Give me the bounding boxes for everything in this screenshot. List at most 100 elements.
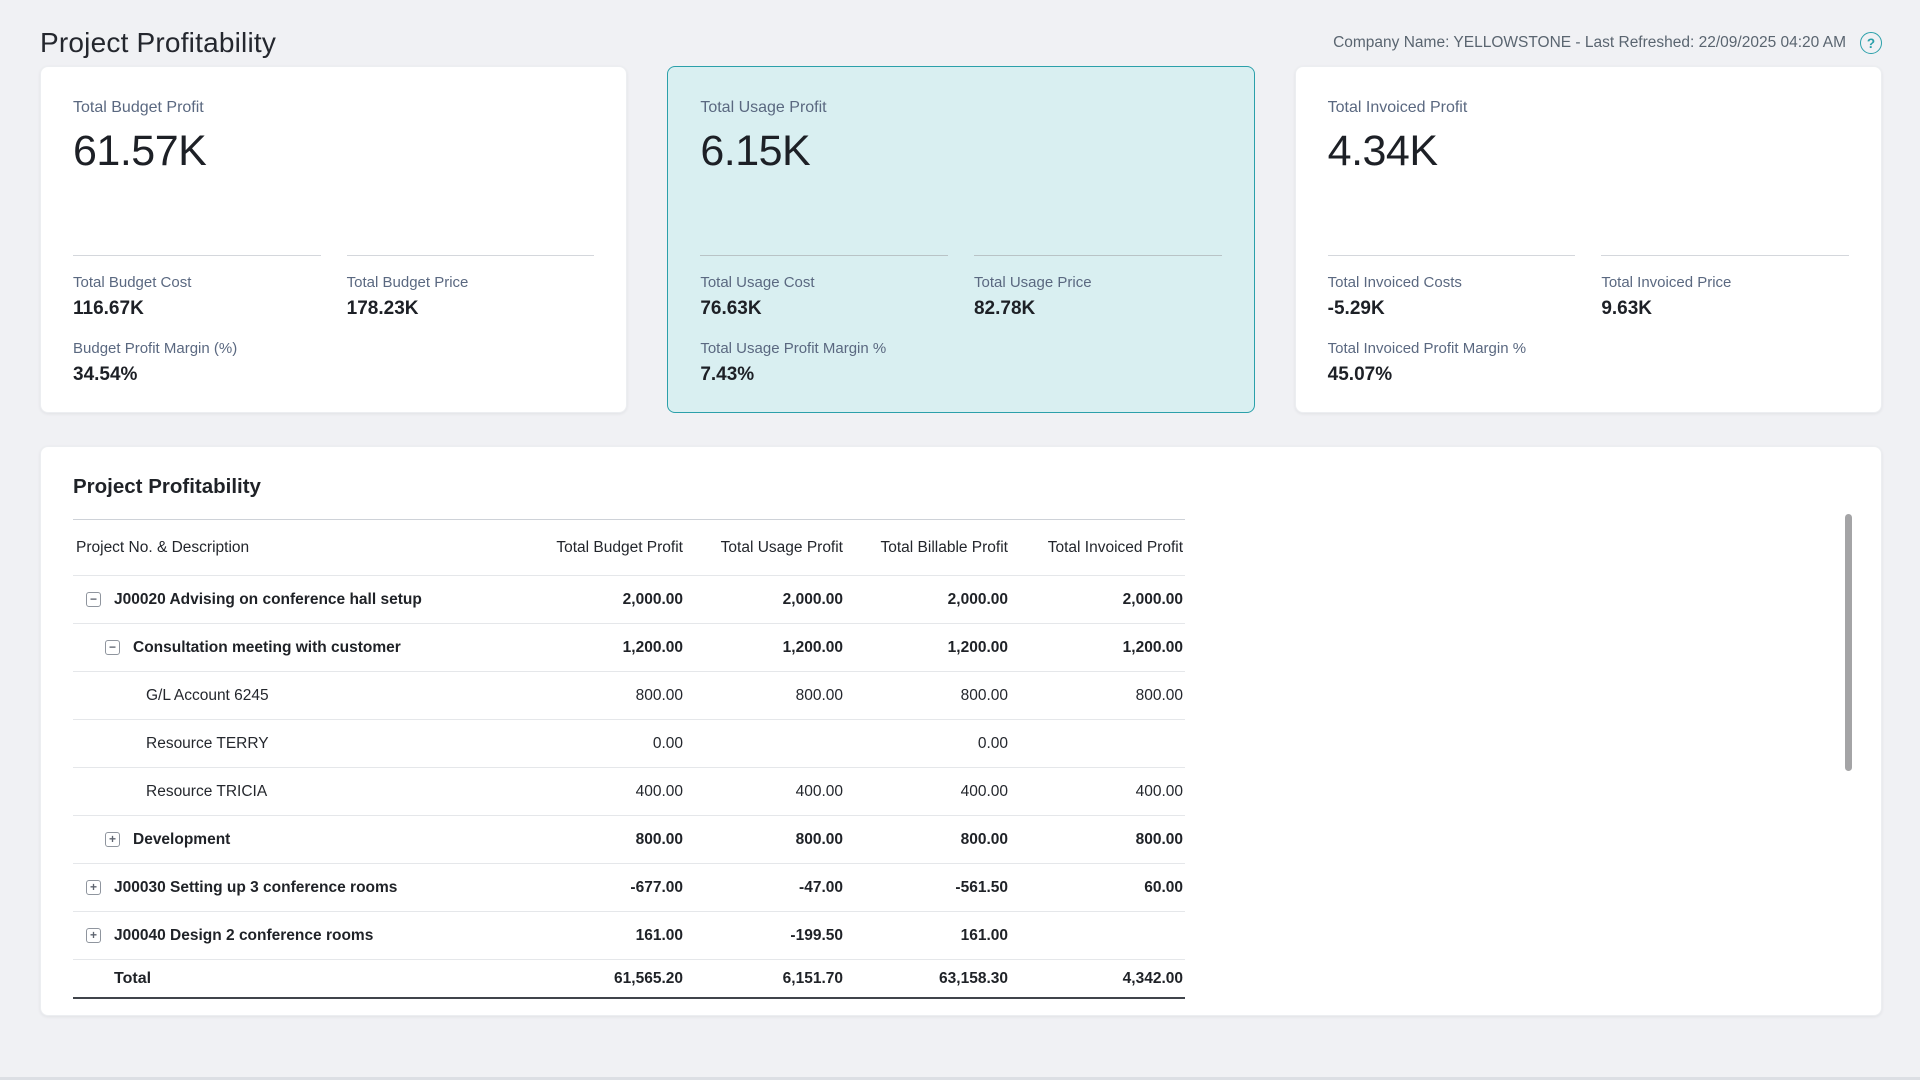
- kpi-sub-metrics: Total Budget Cost 116.67K Total Budget P…: [73, 255, 595, 386]
- sub-metric: Total Budget Price 178.23K: [346, 255, 595, 320]
- collapse-icon[interactable]: −: [105, 640, 120, 655]
- row-value: 800.00: [635, 686, 683, 704]
- table-row: + J00040 Design 2 conference rooms 161.0…: [73, 911, 1185, 959]
- expand-icon[interactable]: +: [105, 832, 120, 847]
- company-meta: Company Name: YELLOWSTONE - Last Refresh…: [1333, 34, 1846, 51]
- column-header[interactable]: Total Budget Profit: [556, 538, 683, 556]
- margin-metric-label: Budget Profit Margin (%): [73, 340, 238, 357]
- kpi-value: 6.15K: [700, 127, 811, 175]
- row-value: 1,200.00: [947, 638, 1008, 656]
- table-header-row: Project No. & Description Total Budget P…: [73, 519, 1185, 575]
- column-header[interactable]: Total Invoiced Profit: [1047, 538, 1183, 556]
- project-profitability-panel: Project Profitability Project No. & Desc…: [40, 446, 1882, 1016]
- row-value: 800.00: [795, 830, 843, 848]
- table-row: G/L Account 6245 800.00 800.00 800.00 80…: [73, 671, 1185, 719]
- row-label: J00040 Design 2 conference rooms: [114, 926, 374, 944]
- table-title: Project Profitability: [73, 475, 261, 498]
- row-value: 400.00: [795, 782, 843, 800]
- row-value: 800.00: [1135, 830, 1183, 848]
- sub-metric: Total Invoiced Price 9.63K: [1601, 255, 1849, 320]
- kpi-card-invoiced-profit[interactable]: Total Invoiced Profit 4.34K Total Invoic…: [1294, 66, 1882, 413]
- table-total-row: Total 61,565.20 6,151.70 63,158.30 4,342…: [73, 959, 1185, 999]
- page: Project Profitability Company Name: YELL…: [40, 0, 1882, 1016]
- total-value: 4,342.00: [1122, 969, 1183, 987]
- row-label: Resource TERRY: [146, 734, 269, 752]
- row-value: 0.00: [977, 734, 1008, 752]
- total-label: Total: [114, 969, 152, 987]
- row-label: G/L Account 6245: [146, 686, 269, 704]
- sub-metric: Total Usage Cost 76.63K: [700, 255, 948, 320]
- row-value: 400.00: [635, 782, 683, 800]
- row-value: 800.00: [795, 686, 843, 704]
- expand-icon[interactable]: +: [86, 880, 101, 895]
- column-header[interactable]: Total Billable Profit: [880, 538, 1008, 556]
- header-meta-group: Company Name: YELLOWSTONE - Last Refresh…: [1333, 32, 1882, 54]
- margin-metric: Total Invoiced Profit Margin % 45.07%: [1328, 340, 1849, 386]
- kpi-value: 61.57K: [73, 127, 207, 175]
- row-value: 800.00: [1135, 686, 1183, 704]
- row-value: 1,200.00: [1122, 638, 1183, 656]
- margin-metric-label: Total Invoiced Profit Margin %: [1327, 340, 1527, 357]
- table-row: − J00020 Advising on conference hall set…: [73, 575, 1185, 623]
- kpi-sub-metrics: Total Invoiced Costs -5.29K Total Invoic…: [1327, 255, 1849, 386]
- row-value: 2,000.00: [622, 590, 683, 608]
- row-value: 161.00: [960, 926, 1008, 944]
- sub-metric: Total Budget Cost 116.67K: [73, 255, 321, 320]
- kpi-label: Total Budget Profit: [73, 99, 204, 116]
- sub-metric-value: 9.63K: [1601, 298, 1653, 319]
- total-value: 6,151.70: [782, 969, 843, 987]
- column-header[interactable]: Total Usage Profit: [720, 538, 843, 556]
- table-row: Resource TERRY 0.00 0.00: [73, 719, 1185, 767]
- kpi-value: 4.34K: [1327, 127, 1438, 175]
- row-label: Resource TRICIA: [146, 782, 268, 800]
- row-label: J00020 Advising on conference hall setup: [114, 590, 422, 608]
- column-header[interactable]: Project No. & Description: [76, 538, 250, 556]
- table-row: Resource TRICIA 400.00 400.00 400.00 400…: [73, 767, 1185, 815]
- kpi-card-usage-profit[interactable]: Total Usage Profit 6.15K Total Usage Cos…: [667, 66, 1255, 413]
- row-value: -561.50: [955, 878, 1008, 896]
- page-bottom-divider: [0, 1077, 1920, 1080]
- sub-metric-value: -5.29K: [1327, 298, 1385, 319]
- row-value: 2,000.00: [782, 590, 843, 608]
- kpi-cards-row: Total Budget Profit 61.57K Total Budget …: [40, 66, 1882, 413]
- table-scrollbar-thumb[interactable]: [1845, 514, 1852, 771]
- sub-metric-value: 82.78K: [973, 298, 1036, 319]
- sub-metric-value: 116.67K: [73, 298, 144, 319]
- sub-metric-label: Total Budget Cost: [73, 274, 192, 291]
- row-label: Development: [133, 830, 231, 848]
- sub-metric-label: Total Budget Price: [346, 274, 469, 291]
- collapse-icon[interactable]: −: [86, 592, 101, 607]
- row-value: 800.00: [635, 830, 683, 848]
- margin-metric: Total Usage Profit Margin % 7.43%: [700, 340, 1221, 386]
- row-value: 400.00: [1135, 782, 1183, 800]
- table-row: + Development 800.00 800.00 800.00 800.0…: [73, 815, 1185, 863]
- row-value: -199.50: [790, 926, 843, 944]
- total-value: 61,565.20: [614, 969, 683, 987]
- sub-metric-value: 76.63K: [700, 298, 762, 319]
- sub-metric-label: Total Invoiced Costs: [1327, 274, 1462, 291]
- row-value: 400.00: [960, 782, 1008, 800]
- row-label: J00030 Setting up 3 conference rooms: [114, 878, 398, 896]
- sub-metric-value: 178.23K: [346, 298, 419, 319]
- page-title: Project Profitability: [40, 27, 277, 58]
- page-header: Project Profitability Company Name: YELL…: [40, 0, 1882, 62]
- sub-metric-label: Total Usage Price: [973, 274, 1092, 291]
- row-value: 0.00: [652, 734, 683, 752]
- sub-metric-label: Total Usage Cost: [700, 274, 815, 291]
- kpi-sub-metrics: Total Usage Cost 76.63K Total Usage Pric…: [700, 255, 1222, 386]
- table-row: + J00030 Setting up 3 conference rooms -…: [73, 863, 1185, 911]
- row-label: Consultation meeting with customer: [133, 638, 401, 656]
- row-value: 161.00: [635, 926, 683, 944]
- table-row: − Consultation meeting with customer 1,2…: [73, 623, 1185, 671]
- sub-metric: Total Usage Price 82.78K: [973, 255, 1222, 320]
- kpi-card-budget-profit[interactable]: Total Budget Profit 61.57K Total Budget …: [40, 66, 628, 413]
- row-value: -47.00: [799, 878, 843, 896]
- margin-metric-value: 34.54%: [73, 364, 138, 385]
- expand-icon[interactable]: +: [86, 928, 101, 943]
- row-value: 2,000.00: [1122, 590, 1183, 608]
- row-value: 60.00: [1144, 878, 1183, 896]
- row-value: 1,200.00: [782, 638, 843, 656]
- row-value: 800.00: [960, 830, 1008, 848]
- help-icon[interactable]: ?: [1860, 32, 1882, 54]
- kpi-label: Total Usage Profit: [700, 99, 827, 116]
